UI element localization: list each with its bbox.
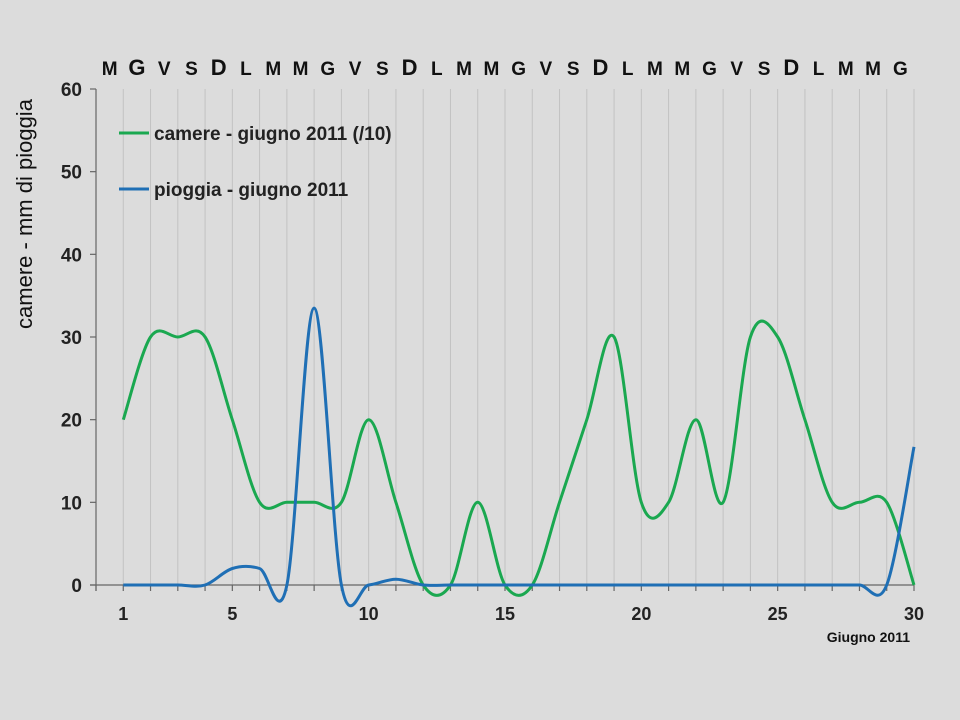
x-tick-label: 5 bbox=[227, 604, 237, 624]
grid bbox=[95, 89, 915, 585]
x-tick-label: 1 bbox=[118, 604, 128, 624]
weekday-letter: V bbox=[540, 59, 553, 80]
y-tick-label: 10 bbox=[61, 493, 82, 514]
weekday-letter: M bbox=[865, 59, 881, 80]
weekday-letter: D bbox=[783, 55, 799, 80]
weekday-letter: G bbox=[128, 55, 145, 80]
weekday-letter: M bbox=[647, 59, 663, 80]
x-tick-label: 15 bbox=[495, 604, 515, 624]
weekday-letter: L bbox=[622, 59, 634, 80]
weekday-letter: S bbox=[758, 59, 771, 80]
x-tick-labels: 1 5 10 15 20 25 30 bbox=[118, 604, 924, 624]
y-tick-label: 50 bbox=[61, 163, 82, 184]
weekday-letter: M bbox=[674, 59, 690, 80]
x-tick-label: 30 bbox=[904, 604, 924, 624]
weekday-letter: M bbox=[293, 59, 309, 80]
weekday-letter: V bbox=[730, 59, 743, 80]
weekday-letter: D bbox=[211, 55, 227, 80]
x-tick-label: 20 bbox=[631, 604, 651, 624]
series-lines bbox=[121, 306, 916, 608]
weekday-letter: G bbox=[320, 59, 335, 80]
y-tick-label: 30 bbox=[61, 328, 82, 349]
series-line-camere bbox=[121, 319, 916, 597]
weekday-letter: D bbox=[402, 55, 418, 80]
weekday-letter: M bbox=[102, 59, 118, 80]
weekday-letter: S bbox=[185, 59, 198, 80]
legend: camere - giugno 2011 (/10) pioggia - giu… bbox=[119, 124, 392, 201]
x-tick-label: 25 bbox=[768, 604, 788, 624]
x-tick-label: 10 bbox=[359, 604, 379, 624]
legend-label-pioggia: pioggia - giugno 2011 bbox=[154, 180, 349, 201]
weekday-letter: S bbox=[567, 59, 580, 80]
weekday-letter: G bbox=[702, 59, 717, 80]
y-tick-label: 60 bbox=[61, 80, 82, 101]
x-axis-label: Giugno 2011 bbox=[827, 629, 910, 645]
weekday-letter: M bbox=[456, 59, 472, 80]
y-axis-label: camere - mm di pioggia bbox=[12, 98, 37, 329]
weekday-letter: V bbox=[349, 59, 362, 80]
weekday-letter: M bbox=[483, 59, 499, 80]
y-tick-label: 0 bbox=[71, 576, 82, 597]
weekday-letter: G bbox=[893, 59, 908, 80]
weekday-letter: D bbox=[592, 55, 608, 80]
weekday-letter: L bbox=[813, 59, 825, 80]
y-tick-label: 20 bbox=[61, 411, 82, 432]
weekday-letter: V bbox=[158, 59, 171, 80]
y-tick-label: 40 bbox=[61, 245, 82, 266]
weekday-letter: L bbox=[240, 59, 252, 80]
y-tick-labels: 0 10 20 30 40 50 60 bbox=[61, 80, 82, 597]
weekday-letter: M bbox=[265, 59, 281, 80]
legend-label-camere: camere - giugno 2011 (/10) bbox=[154, 124, 392, 145]
weekday-letter: M bbox=[838, 59, 854, 80]
weekday-letter: L bbox=[431, 59, 443, 80]
axes bbox=[90, 88, 915, 591]
series-line-pioggia bbox=[123, 306, 916, 608]
weekday-letter: S bbox=[376, 59, 389, 80]
weekday-letter: G bbox=[511, 59, 526, 80]
